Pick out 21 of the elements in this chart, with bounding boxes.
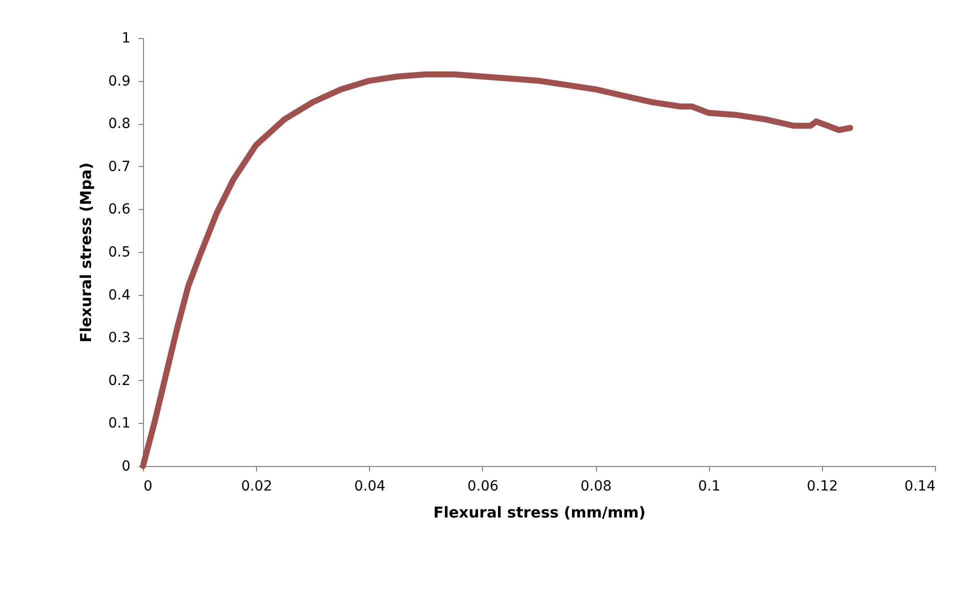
y-tick-label: 0.4 — [108, 287, 131, 304]
x-tick-label: 0 — [144, 478, 152, 494]
x-tick-label: 0.12 — [806, 478, 838, 494]
x-tick-label: 0.14 — [904, 478, 936, 494]
x-tick-label: 0.06 — [467, 478, 499, 494]
y-tick-label: 0.7 — [108, 158, 130, 175]
y-tick-label: 0.9 — [108, 73, 130, 90]
x-tick-label: 0.04 — [354, 478, 386, 494]
y-tick-label: 0.3 — [108, 330, 130, 346]
x-tick-label: 0.1 — [698, 478, 720, 494]
x-tick-label: 0.02 — [241, 478, 272, 494]
x-tick-label: 0.08 — [580, 478, 612, 494]
y-tick-label: 0.6 — [108, 202, 131, 218]
y-tick-label: 0.1 — [108, 416, 130, 432]
y-axis-title: Flexural stress (Mpa) — [77, 162, 96, 343]
y-tick-label: 0 — [122, 458, 130, 474]
y-tick-label: 0.5 — [108, 244, 130, 260]
x-axis-title: Flexural stress (mm/mm) — [433, 504, 646, 522]
y-tick-label: 1 — [122, 30, 130, 46]
y-tick-label: 0.8 — [108, 116, 130, 132]
y-tick-label: 0.2 — [108, 372, 130, 389]
